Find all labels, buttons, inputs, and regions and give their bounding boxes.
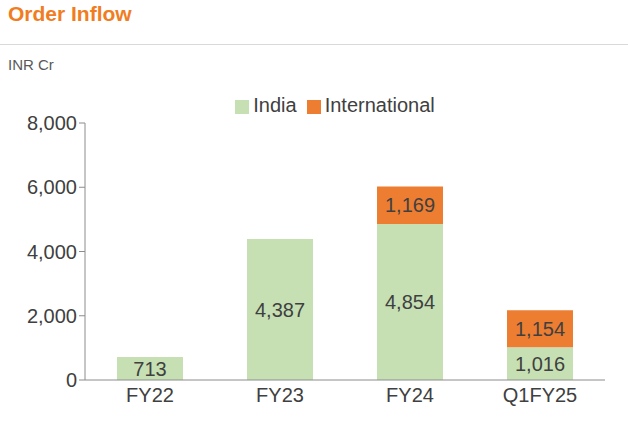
html-text:INR Cr: INR Cr [8,56,54,73]
html-text:International: International [324,94,435,116]
svg-text:8,000: 8,000 [27,112,77,134]
html-text:India: India [253,94,297,116]
svg-text:713: 713 [133,358,166,380]
svg-text:FY22: FY22 [126,384,174,406]
svg-text:1,169: 1,169 [385,194,435,216]
svg-text:2,000: 2,000 [27,305,77,327]
html-text:Order Inflow: Order Inflow [8,2,132,25]
svg-text:4,387: 4,387 [255,299,305,321]
svg-text:Q1FY25: Q1FY25 [503,384,577,406]
svg-text:FY23: FY23 [256,384,304,406]
svg-text:FY24: FY24 [386,384,434,406]
svg-text:0: 0 [66,369,77,391]
svg-text:1,016: 1,016 [515,353,565,375]
svg-text:4,854: 4,854 [385,291,435,313]
svg-text:1,154: 1,154 [515,318,565,340]
svg-text:4,000: 4,000 [27,241,77,263]
svg-text:6,000: 6,000 [27,176,77,198]
